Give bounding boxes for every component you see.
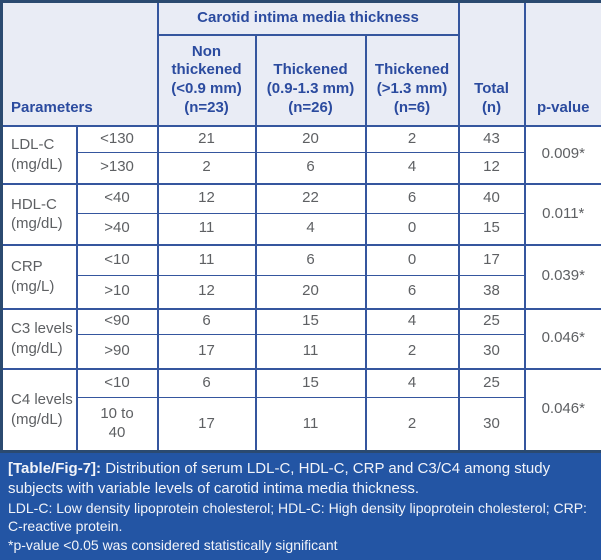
value-cell: 11	[254, 397, 367, 453]
category-cell: >130	[75, 152, 159, 185]
group-header-cimt: Carotid intima media thickness	[156, 0, 460, 36]
value-cell: 6	[156, 307, 257, 335]
value-cell: 12	[156, 182, 257, 214]
value-cell: 17	[156, 334, 257, 370]
value-cell: 4	[364, 307, 460, 335]
value-cell: 6	[254, 152, 367, 185]
category-cell: <10	[75, 243, 159, 276]
category-cell: >90	[75, 334, 159, 370]
table-row: CRP (mg/L) <10 11 6 0 17 0.039*	[0, 243, 601, 310]
value-cell: 20	[254, 124, 367, 153]
total-cell: 30	[457, 397, 526, 453]
value-cell: 6	[364, 275, 460, 310]
figure-caption-band: [Table/Fig-7]: Distribution of serum LDL…	[0, 453, 601, 560]
value-cell: 12	[156, 275, 257, 310]
total-cell: 38	[457, 275, 526, 310]
figure-label: [Table/Fig-7]:	[8, 460, 102, 477]
significance-note: *p-value <0.05 was considered statistica…	[8, 536, 338, 553]
column-header-total: Total (n)	[457, 0, 526, 127]
pvalue-cell: 0.009*	[523, 124, 601, 185]
column-header-thickened-high: Thickened (>1.3 mm) (n=6)	[364, 33, 460, 127]
value-cell: 21	[156, 124, 257, 153]
table-row: 10 to 40 17 11 2 30	[2, 397, 601, 453]
total-cell: 12	[457, 152, 526, 185]
column-header-pvalue: p-value	[523, 0, 601, 127]
value-cell: 6	[364, 182, 460, 214]
pvalue-cell: 0.011*	[523, 182, 601, 246]
category-cell: <40	[75, 182, 159, 214]
value-cell: 11	[156, 243, 257, 276]
category-cell: <10	[75, 367, 159, 398]
statistics-table: Parameters Carotid intima media thicknes…	[0, 0, 601, 453]
value-cell: 4	[254, 213, 367, 246]
pvalue-cell: 0.046*	[523, 367, 601, 453]
row-label-c4: C4 levels (mg/dL)	[0, 367, 78, 453]
table-row: >90 17 11 2 30	[2, 334, 601, 370]
total-cell: 15	[457, 213, 526, 246]
value-cell: 0	[364, 243, 460, 276]
category-cell: <130	[75, 124, 159, 153]
figure-caption: [Table/Fig-7]: Distribution of serum LDL…	[8, 459, 593, 499]
pvalue-cell: 0.039*	[523, 243, 601, 310]
value-cell: 6	[254, 243, 367, 276]
total-cell: 25	[457, 307, 526, 335]
table-row: >10 12 20 6 38	[2, 275, 601, 310]
value-cell: 4	[364, 152, 460, 185]
row-label-crp: CRP (mg/L)	[0, 243, 78, 310]
column-header-parameters: Parameters	[0, 0, 159, 127]
category-cell: >10	[75, 275, 159, 310]
table-row: C3 levels (mg/dL) <90 6 15 4 25 0.046*	[0, 307, 601, 370]
value-cell: 11	[156, 213, 257, 246]
table-row: HDL-C (mg/dL) <40 12 22 6 40 0.011*	[0, 182, 601, 246]
pvalue-cell: 0.046*	[523, 307, 601, 370]
row-label-ldl: LDL-C (mg/dL)	[0, 124, 78, 185]
table-row: C4 levels (mg/dL) <10 6 15 4 25 0.046*	[0, 367, 601, 453]
table-row: LDL-C (mg/dL) <130 21 20 2 43 0.009*	[0, 124, 601, 185]
value-cell: 22	[254, 182, 367, 214]
column-header-thickened-mid: Thickened (0.9-1.3 mm) (n=26)	[254, 33, 367, 127]
value-cell: 11	[254, 334, 367, 370]
total-cell: 17	[457, 243, 526, 276]
value-cell: 15	[254, 367, 367, 398]
value-cell: 2	[364, 334, 460, 370]
category-cell: 10 to 40	[75, 397, 159, 453]
total-cell: 43	[457, 124, 526, 153]
category-cell: >40	[75, 213, 159, 246]
value-cell: 2	[156, 152, 257, 185]
value-cell: 20	[254, 275, 367, 310]
table-row: >130 2 6 4 12	[2, 152, 601, 185]
value-cell: 0	[364, 213, 460, 246]
value-cell: 15	[254, 307, 367, 335]
table-row: >40 11 4 0 15	[2, 213, 601, 246]
row-label-hdl: HDL-C (mg/dL)	[0, 182, 78, 246]
total-cell: 25	[457, 367, 526, 398]
caption-text: Distribution of serum LDL-C, HDL-C, CRP …	[8, 460, 551, 497]
row-label-c3: C3 levels (mg/dL)	[0, 307, 78, 370]
value-cell: 2	[364, 124, 460, 153]
value-cell: 2	[364, 397, 460, 453]
column-header-non-thickened: Non thickened (<0.9 mm) (n=23)	[156, 33, 257, 127]
abbreviations-text: LDL-C: Low density lipoprotein cholester…	[8, 499, 587, 535]
value-cell: 17	[156, 397, 257, 453]
value-cell: 4	[364, 367, 460, 398]
total-cell: 40	[457, 182, 526, 214]
value-cell: 6	[156, 367, 257, 398]
total-cell: 30	[457, 334, 526, 370]
category-cell: <90	[75, 307, 159, 335]
